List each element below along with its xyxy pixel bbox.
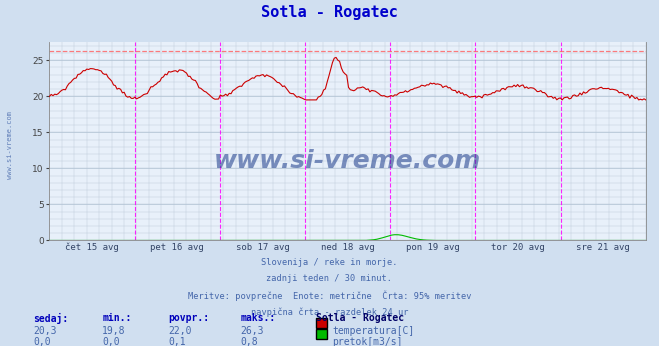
- Text: 0,0: 0,0: [33, 337, 51, 346]
- Text: www.si-vreme.com: www.si-vreme.com: [214, 149, 481, 173]
- Text: sedaj:: sedaj:: [33, 313, 68, 324]
- Text: 26,3: 26,3: [241, 326, 264, 336]
- Text: sob 17 avg: sob 17 avg: [235, 243, 289, 252]
- Text: Slovenija / reke in morje.: Slovenija / reke in morje.: [261, 258, 398, 267]
- Text: Sotla - Rogatec: Sotla - Rogatec: [316, 313, 405, 323]
- Text: zadnji teden / 30 minut.: zadnji teden / 30 minut.: [266, 274, 393, 283]
- Text: 22,0: 22,0: [168, 326, 192, 336]
- Text: www.si-vreme.com: www.si-vreme.com: [7, 111, 13, 179]
- Text: 0,0: 0,0: [102, 337, 120, 346]
- Text: pretok[m3/s]: pretok[m3/s]: [332, 337, 403, 346]
- Text: čet 15 avg: čet 15 avg: [65, 243, 119, 252]
- Text: sre 21 avg: sre 21 avg: [577, 243, 630, 252]
- Text: 0,1: 0,1: [168, 337, 186, 346]
- Text: 19,8: 19,8: [102, 326, 126, 336]
- Text: 0,8: 0,8: [241, 337, 258, 346]
- Text: pon 19 avg: pon 19 avg: [406, 243, 460, 252]
- Text: maks.:: maks.:: [241, 313, 275, 323]
- Text: min.:: min.:: [102, 313, 132, 323]
- Text: ned 18 avg: ned 18 avg: [321, 243, 374, 252]
- Text: pet 16 avg: pet 16 avg: [150, 243, 204, 252]
- Text: tor 20 avg: tor 20 avg: [491, 243, 545, 252]
- Text: temperatura[C]: temperatura[C]: [332, 326, 415, 336]
- Text: navpična črta - razdelek 24 ur: navpična črta - razdelek 24 ur: [251, 308, 408, 317]
- Text: povpr.:: povpr.:: [168, 313, 209, 323]
- Text: Sotla - Rogatec: Sotla - Rogatec: [261, 5, 398, 20]
- Text: 20,3: 20,3: [33, 326, 57, 336]
- Text: Meritve: povprečne  Enote: metrične  Črta: 95% meritev: Meritve: povprečne Enote: metrične Črta:…: [188, 291, 471, 301]
